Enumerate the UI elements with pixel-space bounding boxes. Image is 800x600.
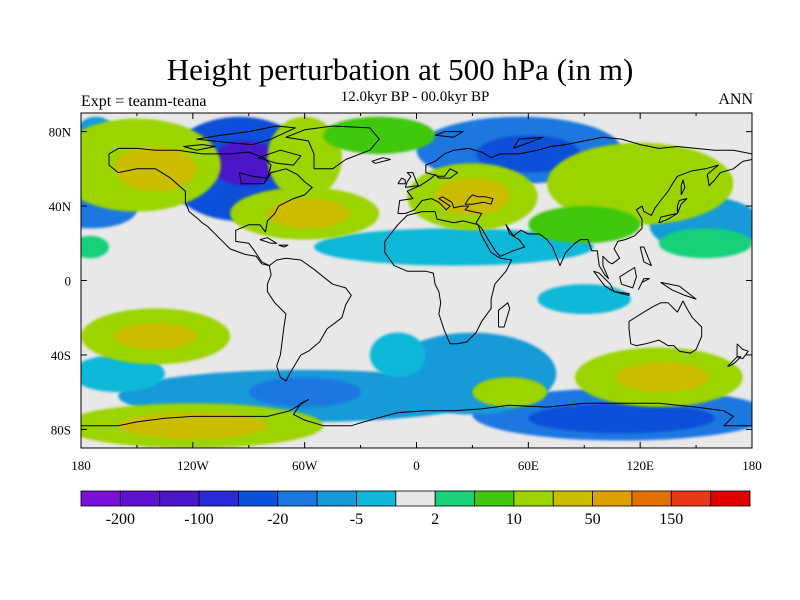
- field-region: [369, 332, 426, 378]
- coastline: [108, 147, 313, 267]
- colorbar-swatch: [434, 490, 475, 507]
- colorbar-swatch: [710, 490, 751, 507]
- field-region: [248, 377, 361, 408]
- lat-tick-label: 80N: [49, 125, 72, 140]
- colorbar-swatch: [277, 490, 318, 507]
- season-label: ANN: [718, 91, 753, 108]
- field-region: [546, 142, 734, 225]
- field-region: [472, 377, 547, 408]
- lat-tick-label: 40S: [51, 348, 71, 363]
- field-region: [81, 235, 109, 259]
- colorbar-label: -20: [267, 511, 288, 528]
- field-region: [476, 135, 581, 173]
- colorbar-swatch: [238, 490, 279, 507]
- map-subtitle: 12.0kyr BP - 00.0kyr BP: [340, 89, 490, 105]
- lon-tick-label: 0: [413, 458, 420, 473]
- colorbar-swatch: [552, 490, 593, 507]
- field-region: [211, 140, 279, 186]
- coastline: [736, 343, 749, 360]
- field-region: [323, 116, 436, 154]
- longitude-axis: 180 120W 60W 0 60E 120E 180: [71, 113, 762, 473]
- coastline: [371, 157, 391, 164]
- coastline: [285, 125, 380, 170]
- coastline: [384, 211, 513, 345]
- coastline: [404, 172, 419, 188]
- colorbar-swatch: [592, 490, 633, 507]
- colorbar-label: 10: [506, 511, 522, 528]
- colorbar-swatch: [159, 490, 200, 507]
- colorbar-swatch: [198, 490, 239, 507]
- coastline: [727, 356, 742, 367]
- colorbar-label: 2: [431, 511, 439, 528]
- lon-tick-label: 180: [742, 458, 762, 473]
- colorbar-label: -100: [184, 511, 213, 528]
- coastline: [628, 300, 703, 354]
- colorbar-swatch: [119, 490, 161, 507]
- lon-tick-label: 120W: [177, 458, 210, 473]
- colorbar-swatch: [631, 490, 672, 507]
- field-region: [81, 354, 165, 393]
- colorbar-label: 50: [585, 511, 601, 528]
- colorbar-label: -200: [106, 511, 135, 528]
- coastline: [613, 291, 630, 296]
- colorbar-swatch: [356, 490, 397, 507]
- field-region: [537, 284, 631, 314]
- coastlines: [81, 125, 752, 427]
- colorbar-swatch: [513, 490, 554, 507]
- coastline: [660, 281, 697, 300]
- field-region: [313, 228, 594, 266]
- coastline: [196, 125, 296, 146]
- colorbar-swatch: [316, 490, 357, 507]
- experiment-label: Expt = teanm-teana: [81, 93, 207, 110]
- field-region: [528, 403, 715, 434]
- lat-tick-label: 0: [65, 274, 72, 289]
- coastline: [434, 131, 464, 138]
- coastline: [183, 144, 216, 151]
- field-region: [658, 228, 752, 259]
- coastline: [512, 136, 544, 149]
- coastline: [259, 237, 278, 244]
- height-field: [81, 116, 752, 448]
- coastline: [619, 267, 637, 289]
- colorbar-swatch: [395, 490, 436, 507]
- colorbar-swatch: [670, 490, 712, 507]
- coastline: [639, 246, 652, 267]
- coastline: [593, 270, 615, 293]
- lon-tick-label: 120E: [626, 458, 654, 473]
- coastline: [81, 399, 752, 427]
- colorbar-label: -5: [350, 511, 363, 528]
- field-region: [435, 178, 510, 216]
- coastline: [257, 149, 302, 166]
- lon-tick-label: 60E: [518, 458, 539, 473]
- latitude-axis: 80N 40N 0 40S 80S: [49, 125, 752, 437]
- lon-tick-label: 180: [71, 458, 91, 473]
- coastline: [637, 278, 650, 291]
- coastline: [680, 179, 686, 196]
- field-region: [114, 323, 197, 350]
- colorbar-label: 150: [659, 511, 683, 528]
- coastline: [658, 198, 688, 224]
- coastline: [464, 194, 494, 205]
- colorbar: -200 -100 -20 -5 2 10 50 150: [80, 490, 751, 528]
- map-title: Height perturbation at 500 hPa (in m): [166, 52, 634, 87]
- lon-tick-label: 60W: [292, 458, 318, 473]
- field-region: [615, 362, 710, 393]
- coastline: [397, 177, 406, 185]
- coastline: [397, 136, 752, 280]
- lat-tick-label: 80S: [51, 422, 71, 437]
- colorbar-swatch: [80, 490, 121, 507]
- field-region: [267, 198, 350, 229]
- lat-tick-label: 40N: [49, 199, 72, 214]
- coastline: [266, 257, 352, 382]
- coastline: [498, 302, 511, 328]
- field-region: [528, 206, 641, 244]
- colorbar-swatch: [474, 490, 515, 507]
- coastline: [278, 244, 289, 248]
